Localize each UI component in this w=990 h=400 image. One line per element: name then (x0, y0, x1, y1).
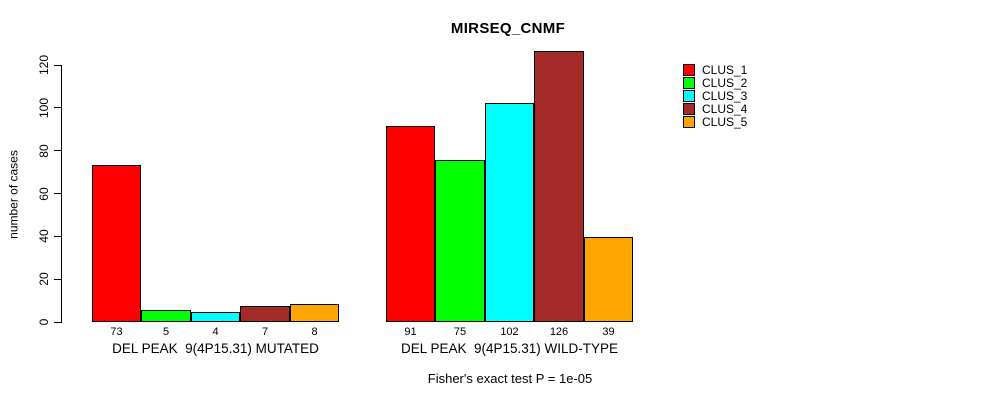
y-tick-label: 60 (37, 186, 51, 201)
legend-label: CLUS_3 (702, 89, 748, 103)
y-tick-label: 40 (37, 229, 51, 244)
bar-clus_1-group2 (386, 126, 435, 322)
y-axis-tick (54, 278, 61, 280)
y-axis-tick (54, 193, 61, 194)
legend-swatch-clus_3 (683, 90, 695, 102)
legend-label: CLUS_5 (702, 115, 748, 129)
legend-swatch-clus_5 (683, 116, 695, 128)
bar-clus_3-group2 (485, 103, 534, 322)
y-tick-label: 80 (37, 143, 51, 158)
y-tick-label: 20 (37, 272, 51, 286)
y-axis-label: number of cases (6, 150, 21, 239)
chart-title: MIRSEQ_CNMF (450, 20, 566, 37)
bar-clus_4-group1 (240, 306, 290, 322)
group-label: DEL PEAK 9(4P15.31) MUTATED (112, 341, 319, 356)
y-axis-tick (54, 235, 61, 237)
bar-value-label: 8 (311, 326, 318, 338)
bar-clus_4-group2 (534, 51, 584, 322)
bar-clus_2-group2 (435, 160, 485, 322)
bar-clus_1-group1 (92, 165, 141, 322)
y-axis-line (61, 65, 62, 323)
bar-value-label: 126 (549, 326, 569, 338)
y-tick-label: 0 (37, 318, 51, 326)
fisher-test-note: Fisher's exact test P = 1e-05 (427, 371, 593, 386)
legend-swatch-clus_2 (683, 77, 695, 89)
bar-value-label: 102 (500, 326, 519, 338)
y-tick-label: 100 (37, 97, 51, 118)
bar-clus_5-group2 (584, 237, 633, 322)
legend-swatch-clus_4 (683, 103, 695, 115)
bar-clus_3-group1 (191, 312, 240, 322)
bar-value-label: 73 (110, 326, 123, 338)
y-axis-tick (54, 107, 61, 109)
legend-label: CLUS_1 (702, 63, 748, 77)
bar-clus_5-group1 (290, 304, 339, 322)
bar-value-label: 4 (212, 326, 219, 338)
y-axis-tick (54, 64, 61, 66)
legend-swatch-clus_1 (683, 64, 695, 76)
bar-clus_2-group1 (141, 310, 191, 322)
bar-value-label: 39 (602, 326, 615, 338)
group-label: DEL PEAK 9(4P15.31) WILD-TYPE (400, 341, 619, 356)
y-tick-label: 120 (37, 54, 51, 76)
bar-value-label: 5 (162, 326, 170, 338)
legend-label: CLUS_2 (702, 76, 748, 90)
bar-value-label: 91 (404, 326, 417, 338)
y-axis-tick (54, 321, 61, 323)
bar-value-label: 7 (261, 326, 269, 338)
bar-value-label: 75 (453, 326, 467, 338)
legend-label: CLUS_4 (702, 102, 748, 116)
y-axis-tick (54, 150, 61, 152)
